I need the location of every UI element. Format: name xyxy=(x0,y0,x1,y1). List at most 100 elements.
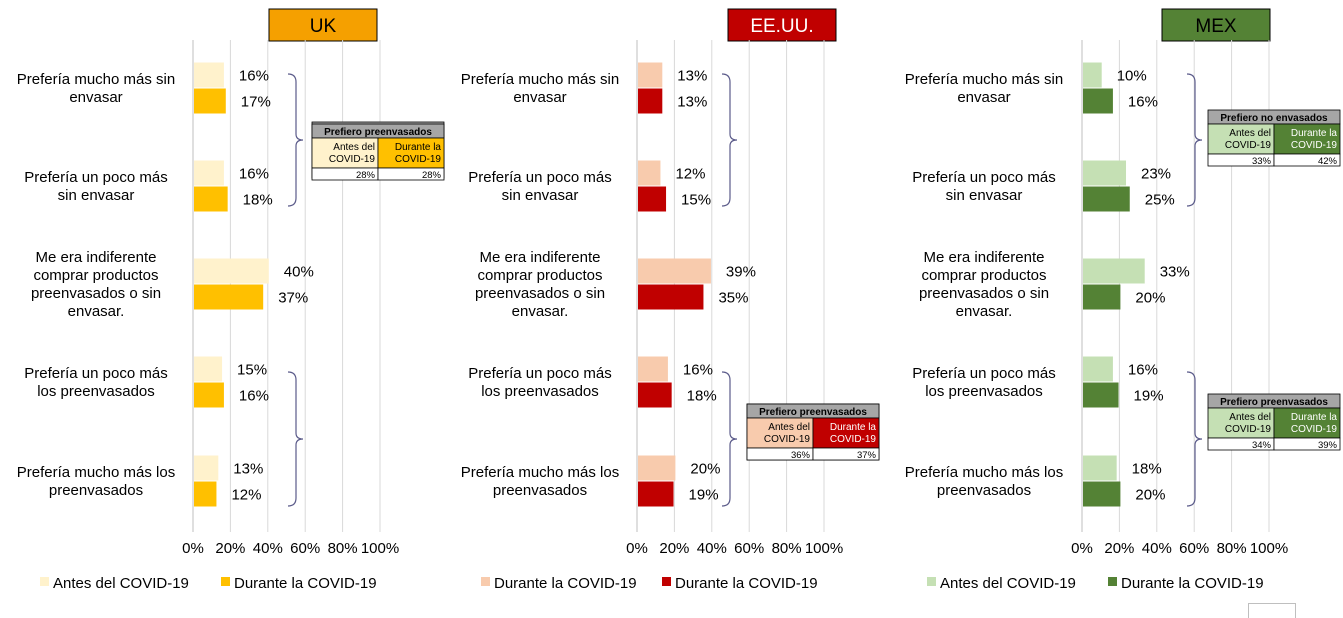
data-label: 20% xyxy=(1135,487,1165,504)
legend-label: Antes del COVID-19 xyxy=(53,575,189,592)
table-col1-label: COVID-19 xyxy=(1225,424,1272,435)
legend-label: Durante la COVID-19 xyxy=(494,575,637,592)
data-label: 16% xyxy=(1128,94,1158,111)
table-col1-cell xyxy=(1207,407,1275,439)
category-label: Me era indiferente comprar productos preen… xyxy=(919,249,1049,320)
bar-before xyxy=(638,455,676,481)
x-tick-label: 20% xyxy=(1104,540,1134,557)
data-label: 12% xyxy=(675,166,705,183)
bar-during xyxy=(194,88,226,114)
data-label: 40% xyxy=(284,264,314,281)
chart-title: MEX xyxy=(1195,16,1237,37)
bar-before xyxy=(1083,62,1102,88)
data-label: 16% xyxy=(239,166,269,183)
category-label: Prefería mucho más los preenvasados xyxy=(17,464,175,499)
bar-before xyxy=(194,356,223,382)
legend-swatch xyxy=(927,577,936,586)
bar-during xyxy=(194,284,264,310)
data-label: 18% xyxy=(687,388,717,405)
table-col2-label: COVID-19 xyxy=(395,154,442,165)
x-tick-label: 60% xyxy=(1179,540,1209,557)
table-col1-cell xyxy=(1207,123,1275,155)
category-label: Prefería un poco más sin envasar xyxy=(468,169,611,204)
table-col2-label: Durante la xyxy=(830,422,877,433)
table-col2-cell xyxy=(1273,123,1341,155)
table-value-during: 37% xyxy=(857,450,877,461)
table-value-during: 28% xyxy=(422,170,442,181)
legend-swatch xyxy=(40,577,49,586)
bar-before xyxy=(638,62,663,88)
data-label: 18% xyxy=(243,192,273,209)
bar-before xyxy=(194,455,219,481)
data-label: 16% xyxy=(239,68,269,85)
data-label: 23% xyxy=(1141,166,1171,183)
data-label: 16% xyxy=(239,388,269,405)
table-title: Prefiero preenvasados xyxy=(1220,397,1328,408)
table-col1-label: Antes del xyxy=(768,422,810,433)
category-label: Me era indiferente comprar productos preen… xyxy=(31,249,161,320)
table-title: Prefiero preenvasados xyxy=(324,127,432,138)
table-col2-label: Durante la xyxy=(395,142,442,153)
bar-before xyxy=(638,356,668,382)
legend-label: Durante la COVID-19 xyxy=(234,575,377,592)
table-col1-label: COVID-19 xyxy=(764,434,811,445)
data-label: 15% xyxy=(237,362,267,379)
table-value-before: 28% xyxy=(356,170,376,181)
bar-during xyxy=(638,382,672,408)
data-label: 35% xyxy=(718,290,748,307)
x-tick-label: 20% xyxy=(659,540,689,557)
table-col2-label: COVID-19 xyxy=(1291,424,1338,435)
data-label: 33% xyxy=(1160,264,1190,281)
chart-panel-mex: MEX 0% 20% 40% 60% 80% 100% 10% 16% Prefería much… xyxy=(905,8,1341,592)
bar-during xyxy=(1083,481,1121,507)
table-col2-label: COVID-19 xyxy=(830,434,877,445)
bar-before xyxy=(1083,356,1113,382)
table-col1-label: COVID-19 xyxy=(329,154,376,165)
table-value-before: 36% xyxy=(791,450,811,461)
bar-before xyxy=(194,258,269,284)
table-value-before: 34% xyxy=(1252,440,1272,451)
category-label: Prefería mucho más los preenvasados xyxy=(905,464,1063,499)
chart-title-box xyxy=(1161,8,1271,42)
legend-swatch xyxy=(481,577,490,586)
x-tick-label: 40% xyxy=(697,540,727,557)
chart-title-box xyxy=(268,8,378,42)
chart-panel-eeuu: EE.UU. 0% 20% 40% 60% 80% 100% 13% 13% Prefería m… xyxy=(461,8,880,592)
table-v2-cell xyxy=(1273,153,1341,167)
table-v2-cell xyxy=(812,447,880,461)
data-label: 13% xyxy=(233,461,263,478)
bar-during xyxy=(194,382,224,408)
data-label: 17% xyxy=(241,94,271,111)
table-col1-label: Antes del xyxy=(1229,128,1271,139)
x-tick-label: 20% xyxy=(215,540,245,557)
bar-during xyxy=(638,88,663,114)
x-tick-label: 80% xyxy=(328,540,358,557)
table-col1-label: Antes del xyxy=(333,142,375,153)
bar-during xyxy=(1083,186,1130,212)
x-tick-label: 60% xyxy=(290,540,320,557)
category-label: Prefería un poco más los preenvasados xyxy=(912,365,1055,400)
data-label: 13% xyxy=(677,68,707,85)
x-tick-label: 80% xyxy=(772,540,802,557)
x-tick-label: 0% xyxy=(626,540,648,557)
table-value-during: 39% xyxy=(1318,440,1338,451)
category-label: Prefería un poco más sin envasar xyxy=(912,169,1055,204)
table-col2-label: Durante la xyxy=(1291,128,1338,139)
data-label: 20% xyxy=(690,461,720,478)
table-col2-label: Durante la xyxy=(1291,412,1338,423)
chart-title: EE.UU. xyxy=(750,16,813,37)
data-label: 12% xyxy=(231,487,261,504)
data-label: 16% xyxy=(683,362,713,379)
data-label: 39% xyxy=(726,264,756,281)
corner-box xyxy=(1248,603,1296,618)
category-label: Me era indiferente comprar productos preen… xyxy=(475,249,605,320)
data-label: 25% xyxy=(1145,192,1175,209)
bar-during xyxy=(638,481,674,507)
brace xyxy=(721,371,738,507)
data-label: 19% xyxy=(1134,388,1164,405)
category-label: Prefería un poco más sin envasar xyxy=(24,169,167,204)
legend-label: Durante la COVID-19 xyxy=(1121,575,1264,592)
legend-label: Durante la COVID-19 xyxy=(675,575,818,592)
x-tick-label: 0% xyxy=(1071,540,1093,557)
x-tick-label: 80% xyxy=(1217,540,1247,557)
